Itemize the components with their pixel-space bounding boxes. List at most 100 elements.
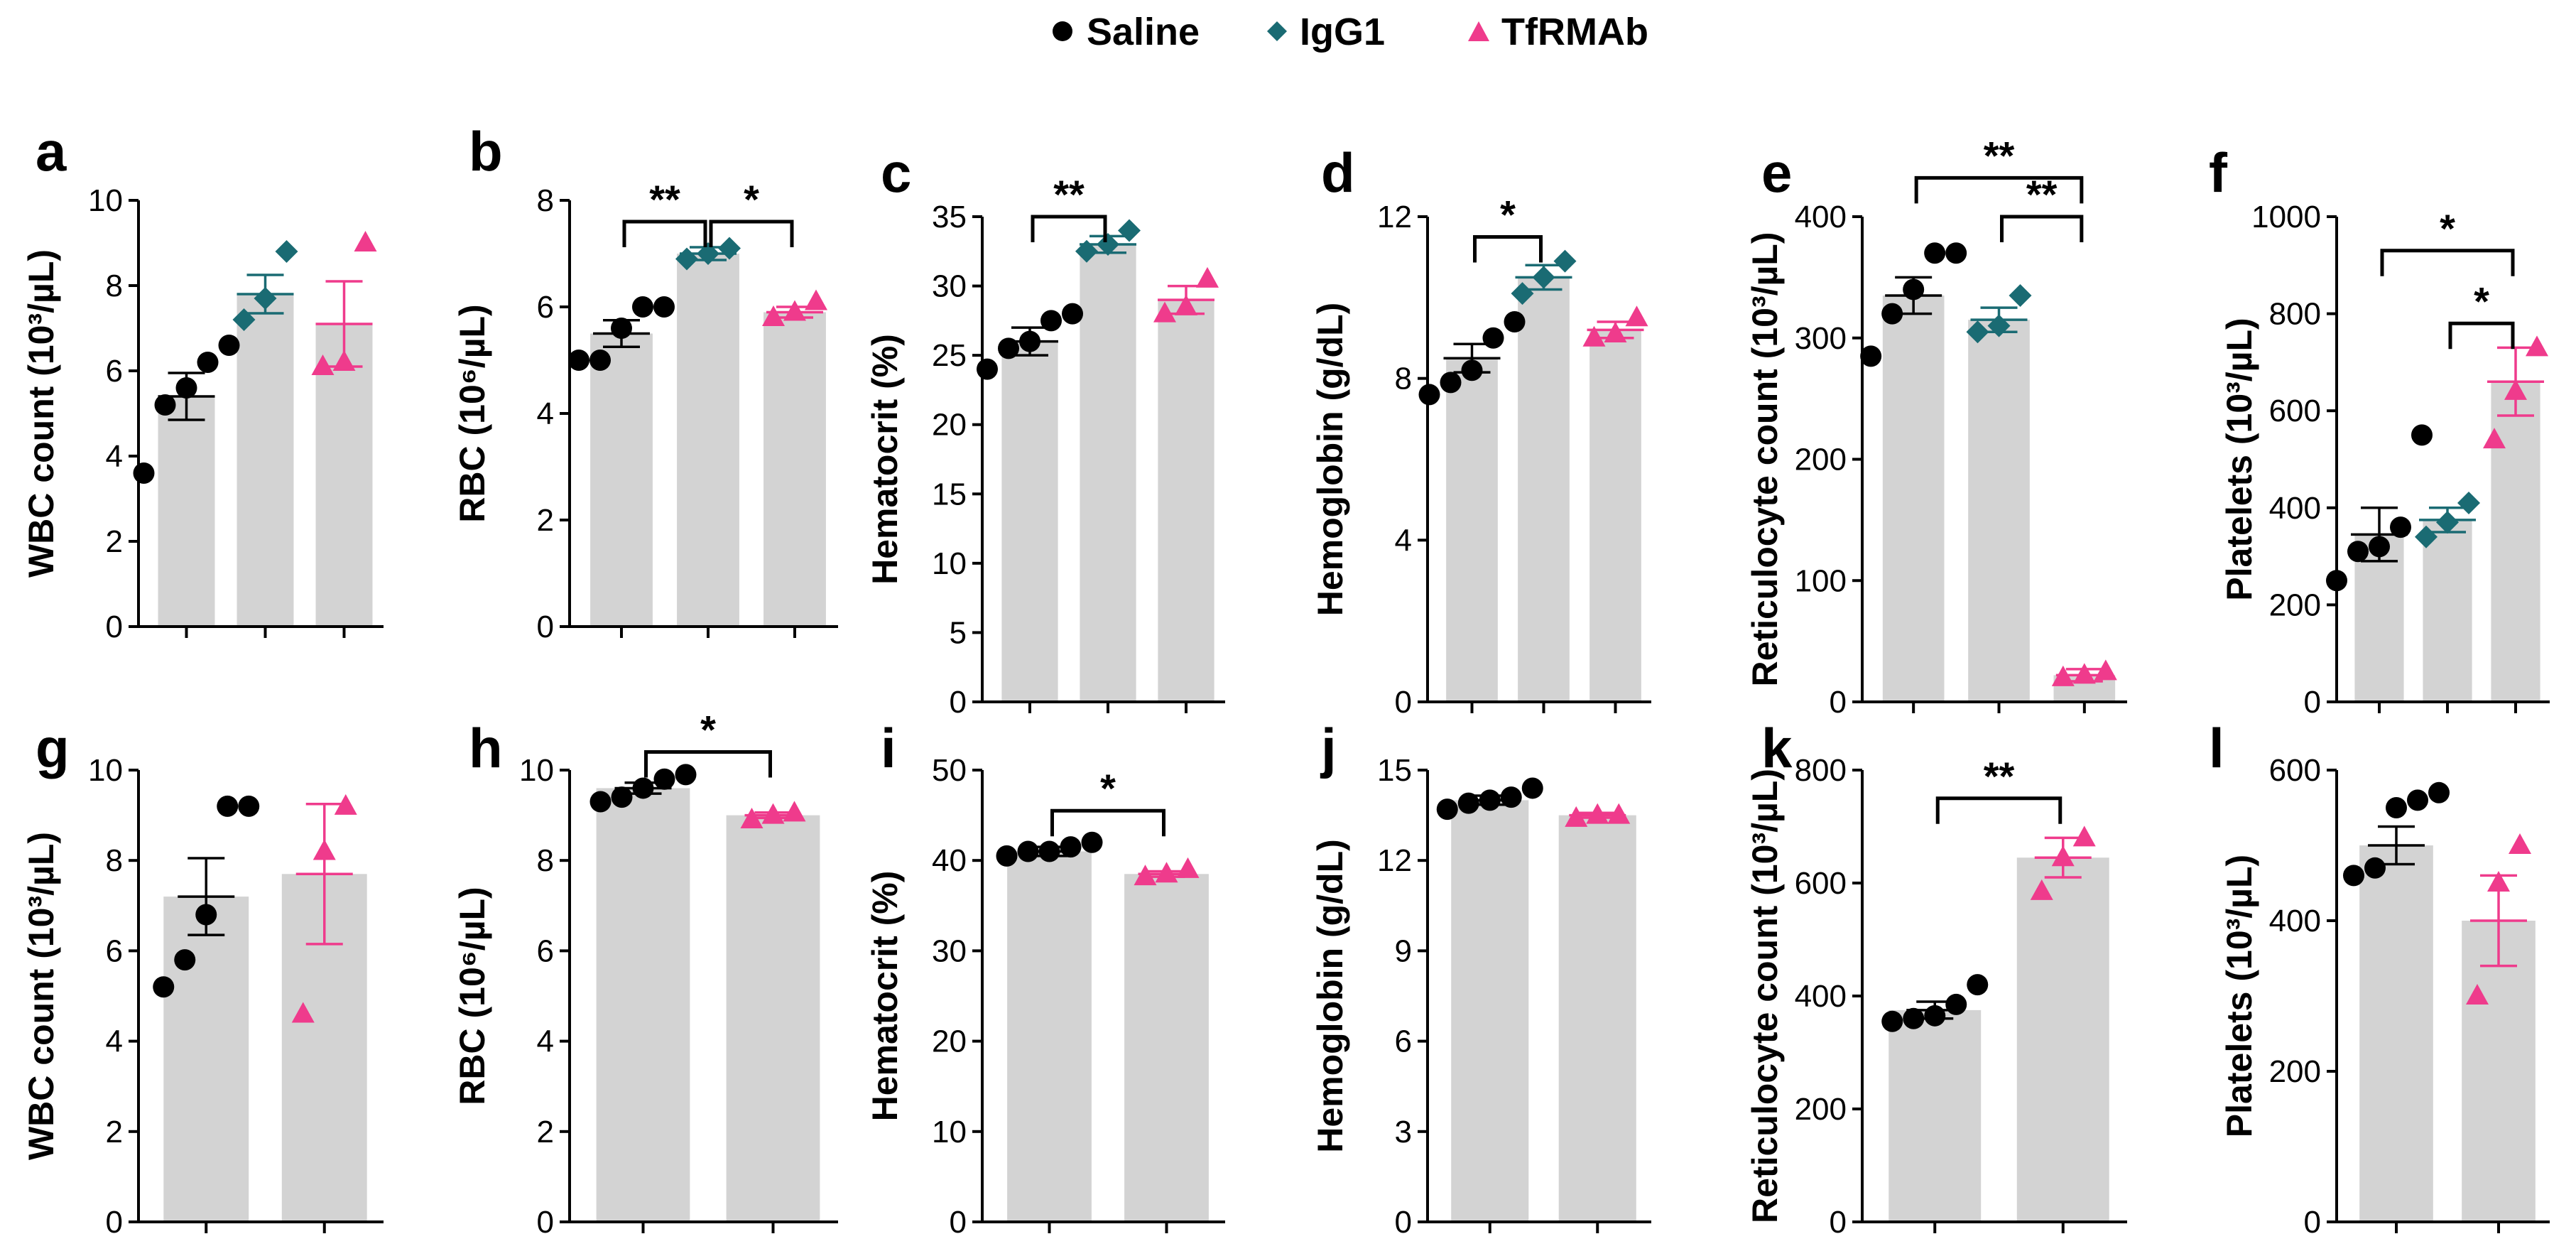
panel-f-point-saline bbox=[2326, 570, 2347, 592]
panel-c-ytick-label: 30 bbox=[932, 269, 967, 304]
panel-j-letter: j bbox=[1320, 717, 1337, 779]
panel-f-ytick-label: 200 bbox=[2269, 588, 2321, 622]
panel-c-letter: c bbox=[881, 141, 911, 204]
panel-a-point-saline bbox=[154, 394, 176, 416]
panel-a: a 0 2 4 6 8 10 WBC count (10³/µL) bbox=[21, 120, 384, 644]
panel-c-bar-igg1 bbox=[1080, 244, 1136, 702]
panel-a-point-saline bbox=[175, 377, 197, 399]
panel-b-y-axis-label: RBC (10⁶/µL) bbox=[452, 304, 492, 522]
panel-e-significance-label: ** bbox=[1984, 133, 2015, 178]
panel-i-point-saline bbox=[1060, 836, 1082, 858]
panel-h-ytick-label: 4 bbox=[537, 1024, 554, 1059]
panel-a-point-saline bbox=[133, 462, 155, 484]
panel-e-ytick-label: 0 bbox=[1830, 685, 1847, 720]
panel-f-ytick-label: 1000 bbox=[2251, 200, 2321, 234]
panel-g-point-tfrmab bbox=[313, 839, 336, 860]
panel-a-point-igg1 bbox=[254, 287, 277, 310]
panel-g-ytick-label: 10 bbox=[88, 753, 123, 788]
panel-e-point-tfrmab bbox=[2094, 659, 2117, 681]
panel-i-point-saline bbox=[1081, 831, 1103, 853]
panel-d-point-igg1 bbox=[1532, 266, 1555, 289]
panel-l-point-tfrmab bbox=[2466, 984, 2489, 1005]
panel-f-significance-label: * bbox=[2474, 278, 2489, 323]
panel-k-bar-tfrmab bbox=[2016, 857, 2109, 1222]
panel-f-ytick-label: 400 bbox=[2269, 491, 2321, 526]
panel-e-bar-saline bbox=[1882, 295, 1945, 702]
panel-a-point-tfrmab bbox=[332, 350, 356, 371]
panel-h-y-axis-label: RBC (10⁶/µL) bbox=[452, 887, 492, 1105]
panel-b-bar-igg1 bbox=[677, 254, 739, 627]
panel-b-point-saline bbox=[653, 296, 675, 318]
panel-c-bar-tfrmab bbox=[1158, 300, 1214, 703]
panel-e-ytick-label: 300 bbox=[1795, 321, 1847, 356]
panel-c-point-igg1 bbox=[1075, 239, 1098, 263]
panel-l-point-tfrmab bbox=[2487, 871, 2510, 892]
panel-f-letter: f bbox=[2209, 141, 2228, 204]
panel-j-ytick-label: 9 bbox=[1395, 933, 1412, 968]
panel-g-bar-saline bbox=[163, 897, 249, 1222]
panel-b-ytick-label: 4 bbox=[537, 396, 554, 431]
panel-i-point-saline bbox=[996, 845, 1018, 867]
panel-l-bar-tfrmab bbox=[2462, 921, 2536, 1222]
panel-k-point-saline bbox=[1903, 1007, 1925, 1029]
panel-c-ytick-label: 5 bbox=[950, 615, 967, 650]
panel-e-point-igg1 bbox=[1966, 320, 1989, 344]
panel-h-ytick-label: 2 bbox=[537, 1115, 554, 1149]
panel-d-point-saline bbox=[1418, 384, 1440, 406]
panel-g-ytick-label: 8 bbox=[106, 843, 123, 878]
panel-c-ytick-label: 10 bbox=[932, 546, 967, 581]
panel-k-letter: k bbox=[1761, 717, 1793, 779]
panel-j-point-tfrmab bbox=[1586, 803, 1609, 824]
panel-c-ytick-label: 35 bbox=[932, 200, 967, 234]
panel-k-ytick-label: 0 bbox=[1830, 1205, 1847, 1240]
panel-d-point-tfrmab bbox=[1604, 322, 1627, 343]
panel-i-ytick-label: 40 bbox=[932, 843, 967, 878]
panel-j-point-saline bbox=[1479, 789, 1501, 811]
panel-i-ytick-label: 50 bbox=[932, 753, 967, 788]
legend-igg1-label: IgG1 bbox=[1300, 11, 1385, 53]
panel-b-ytick-label: 8 bbox=[537, 183, 554, 218]
panel-k: k 0 200 400 600 800 Reticulocyte count (10³/µL… bbox=[1745, 717, 2127, 1240]
legend-saline-circle-icon bbox=[1053, 21, 1072, 41]
legend-tfrmab-label: TfRMAb bbox=[1501, 11, 1648, 53]
panel-g-ytick-label: 0 bbox=[106, 1205, 123, 1240]
panel-d-ytick-label: 0 bbox=[1395, 685, 1412, 720]
panel-h-point-tfrmab bbox=[783, 801, 806, 822]
panel-a-point-igg1 bbox=[275, 240, 298, 263]
panel-h-bar-tfrmab bbox=[726, 815, 820, 1222]
panel-d-ytick-label: 4 bbox=[1395, 523, 1412, 558]
panel-g-y-axis-label: WBC count (10³/µL) bbox=[21, 832, 61, 1160]
panel-f-point-tfrmab bbox=[2526, 335, 2548, 357]
panel-a-ytick-label: 6 bbox=[106, 354, 123, 389]
panel-k-point-saline bbox=[1881, 1010, 1903, 1032]
panel-l-y-axis-label: Platelets (10³/µL) bbox=[2219, 855, 2259, 1137]
panel-f-significance-bracket: * bbox=[2380, 206, 2515, 276]
panel-e: e 0 100 200 300 400 Reticulocyte count (10³/µL… bbox=[1745, 133, 2127, 720]
panel-c-point-tfrmab bbox=[1153, 301, 1176, 323]
panel-d-bar-saline bbox=[1446, 358, 1498, 702]
panel-d-point-saline bbox=[1482, 327, 1504, 349]
panel-e-letter: e bbox=[1761, 141, 1792, 204]
panel-a-point-saline bbox=[218, 335, 240, 356]
panel-f-point-saline bbox=[2369, 536, 2390, 558]
panel-a-point-tfrmab bbox=[354, 231, 377, 251]
legend-igg1-diamond-icon bbox=[1267, 21, 1287, 41]
panel-l-point-saline bbox=[2343, 865, 2364, 887]
panel-g-ytick-label: 6 bbox=[106, 933, 123, 968]
panel-g-point-saline bbox=[195, 904, 217, 926]
panel-h: h 0 2 4 6 8 10 RBC (10⁶/µL) * bbox=[452, 708, 838, 1240]
panel-h-point-saline bbox=[653, 768, 675, 790]
panel-c-point-saline bbox=[998, 337, 1019, 359]
panel-f-bar-igg1 bbox=[2423, 519, 2472, 702]
panel-l-ytick-label: 400 bbox=[2269, 904, 2321, 938]
panel-l-point-tfrmab bbox=[2509, 833, 2531, 854]
panel-k-bar-saline bbox=[1888, 1009, 1982, 1222]
panel-f-ytick-label: 600 bbox=[2269, 394, 2321, 428]
panel-k-point-tfrmab bbox=[2030, 879, 2053, 900]
panel-k-ytick-label: 400 bbox=[1795, 979, 1847, 1014]
panel-i-bar-tfrmab bbox=[1124, 874, 1209, 1222]
panel-f-point-tfrmab bbox=[2504, 379, 2527, 400]
panel-h-ytick-label: 8 bbox=[537, 843, 554, 878]
panel-b-point-saline bbox=[568, 350, 589, 371]
